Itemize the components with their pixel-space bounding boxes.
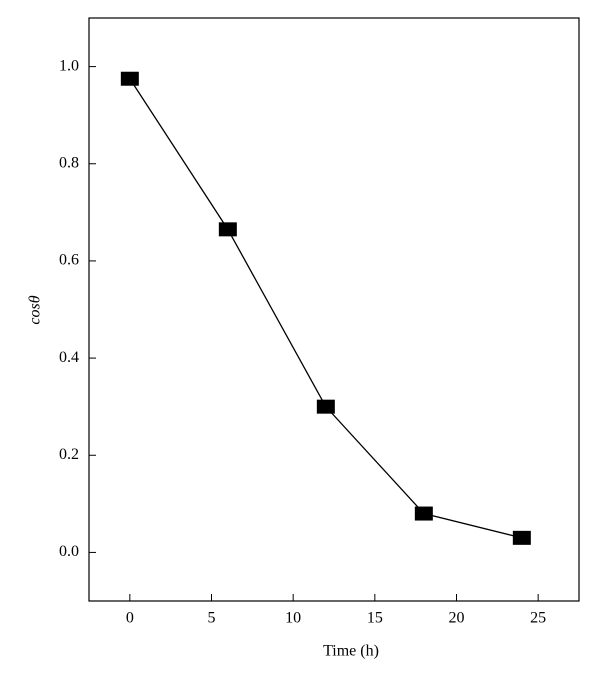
x-tick-label: 20 <box>449 610 465 627</box>
y-tick-label: 0.4 <box>59 349 79 366</box>
data-point <box>316 399 335 414</box>
data-point <box>414 506 433 521</box>
data-point <box>218 222 237 237</box>
x-axis-label: Time (h) <box>323 643 379 660</box>
y-tick-label: 0.2 <box>59 446 79 463</box>
y-tick-label: 0.8 <box>59 154 79 171</box>
x-tick-label: 25 <box>530 610 546 627</box>
y-tick-label: 1.0 <box>59 57 79 74</box>
data-line <box>129 78 522 539</box>
y-tick-label: 0.0 <box>59 543 79 560</box>
y-tick-label: 0.6 <box>59 252 79 269</box>
data-point <box>512 530 531 545</box>
y-axis-label: cosθ <box>27 295 44 324</box>
data-point <box>120 71 139 86</box>
plot-frame <box>88 17 580 602</box>
x-tick-label: 10 <box>285 610 301 627</box>
x-tick-label: 5 <box>208 610 216 627</box>
x-tick-label: 0 <box>126 610 134 627</box>
x-tick-label: 15 <box>367 610 383 627</box>
